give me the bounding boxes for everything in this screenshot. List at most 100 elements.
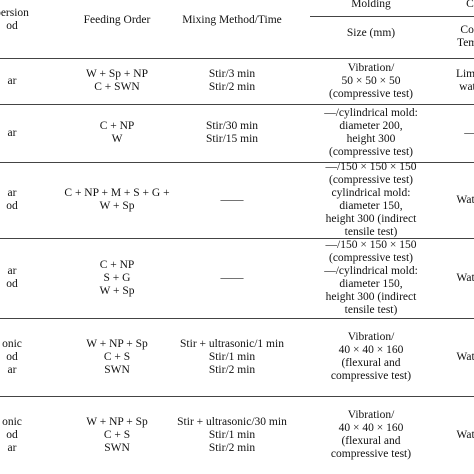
curing-cell: Water bbox=[360, 396, 474, 474]
cell-line: diameter 200, bbox=[339, 120, 403, 132]
cell-line: Vibration/ bbox=[347, 61, 395, 74]
rule bbox=[0, 162, 474, 163]
cell-line: Stir/2 min bbox=[208, 81, 256, 93]
header-cell: Feeding Order bbox=[7, 0, 227, 40]
cell-line: height 300 (indirect bbox=[325, 213, 417, 225]
cell-line: od bbox=[6, 20, 18, 32]
cell-line: Size (mm) bbox=[346, 26, 396, 39]
cell-line: od bbox=[6, 350, 18, 363]
mixing-cell: Stir + ultrasonic/1 min Stir/1 min Stir/2 … bbox=[122, 318, 342, 396]
cell-line: compressive test) bbox=[330, 370, 412, 382]
cell-line: ar bbox=[7, 187, 17, 199]
cell-line: W + Sp bbox=[99, 200, 135, 212]
rule bbox=[0, 238, 474, 239]
rule bbox=[0, 104, 474, 105]
cell-line: C bbox=[466, 0, 474, 10]
cell-line: tensile test) bbox=[344, 304, 398, 316]
cell-line: (compressive test) bbox=[329, 87, 413, 100]
cell-line: C + NP + M + S + G + bbox=[64, 187, 170, 199]
method-cell: ar od bbox=[0, 238, 122, 318]
cell-line: 40 × 40 × 160 bbox=[338, 344, 404, 356]
cell-line: Vibration/ bbox=[347, 409, 395, 421]
cell-line: C + SWN bbox=[94, 81, 140, 93]
cell-line: SWN bbox=[104, 363, 130, 376]
cell-line: Stir/2 min bbox=[208, 441, 256, 454]
cell-line: 50 × 50 × 50 bbox=[341, 74, 401, 87]
cell-line: 40 × 40 × 160 bbox=[338, 422, 404, 434]
cell-line: Lime- bbox=[455, 68, 474, 80]
cell-line: Water bbox=[456, 193, 474, 206]
curing-cell: Water bbox=[360, 162, 474, 238]
cell-line: diameter 150, bbox=[339, 200, 403, 212]
cell-line: tensile test) bbox=[344, 226, 398, 238]
cell-line: ar bbox=[7, 74, 17, 87]
cell-line: Water bbox=[456, 271, 474, 284]
cell-line: (flexural and bbox=[341, 357, 401, 369]
mixing-cell: —— bbox=[122, 238, 342, 318]
cell-line: C + NP bbox=[99, 258, 135, 271]
cell-line: C + S bbox=[103, 350, 131, 363]
mixing-cell: Stir/3 min Stir/2 min bbox=[122, 58, 342, 104]
cell-line: persion bbox=[0, 7, 29, 19]
cell-line: Con bbox=[460, 24, 474, 36]
size-cell: —/150 × 150 × 150 (compressive test) —/cyl… bbox=[261, 238, 474, 318]
feeding-cell: W + NP + Sp C + S SWN bbox=[7, 396, 227, 474]
cell-line: —/150 × 150 × 150 bbox=[325, 161, 417, 173]
cell-line: Stir/3 min bbox=[208, 68, 256, 80]
cell-line: Stir/15 min bbox=[205, 133, 259, 145]
cell-line: SWN bbox=[104, 441, 130, 454]
cell-line: Feeding Order bbox=[83, 13, 151, 26]
cell-line: Temp bbox=[456, 37, 474, 49]
header-cell: Mixing Method/Time bbox=[122, 0, 342, 40]
feeding-cell: W + Sp + NP C + SWN bbox=[7, 58, 227, 104]
cell-line: (compressive test) bbox=[329, 252, 413, 264]
rule bbox=[310, 16, 474, 17]
method-cell: onic od ar bbox=[0, 396, 122, 474]
cell-line: ar bbox=[7, 265, 17, 277]
cell-line: —/150 × 150 × 150 bbox=[325, 239, 417, 251]
cell-line: W + NP + Sp bbox=[86, 337, 148, 350]
cell-line: W + NP + Sp bbox=[86, 415, 148, 428]
size-cell: Vibration/40 × 40 × 160 (flexural and comp… bbox=[261, 396, 474, 474]
rule bbox=[0, 396, 474, 397]
cell-line: —/cylindrical mold: bbox=[324, 107, 418, 119]
cell-line: (compressive test) bbox=[329, 146, 413, 158]
cell-line: Water bbox=[456, 428, 474, 441]
feeding-cell: C + NP W bbox=[7, 104, 227, 162]
cell-line: ar bbox=[7, 441, 17, 454]
cell-line: Water bbox=[456, 350, 474, 363]
method-cell: onic od ar bbox=[0, 318, 122, 396]
cell-line: Stir/1 min bbox=[208, 350, 256, 363]
cell-line: Stir/2 min bbox=[208, 363, 256, 376]
cell-line: Stir + ultrasonic/30 min bbox=[177, 415, 287, 428]
cell-line: od bbox=[6, 278, 18, 290]
cell-line: compressive test) bbox=[330, 448, 412, 460]
cell-line: —/cylindrical mold: bbox=[324, 265, 418, 277]
cell-line: ar bbox=[7, 126, 17, 139]
mixing-cell: Stir + ultrasonic/30 min Stir/1 min Stir/2… bbox=[122, 396, 342, 474]
cell-line: onic bbox=[2, 337, 22, 350]
size-cell: Vibration/50 × 50 × 50 (compressive test) bbox=[261, 58, 474, 104]
cell-line: height 300 (indirect bbox=[325, 291, 417, 303]
cell-line: diameter 150, bbox=[339, 278, 403, 290]
cell-line: —— bbox=[220, 271, 244, 284]
cell-line: Stir + ultrasonic/1 min bbox=[180, 337, 284, 350]
size-cell: Vibration/40 × 40 × 160 (flexural and comp… bbox=[261, 318, 474, 396]
cell-line: ar bbox=[7, 363, 17, 376]
header-cell: ConTemp bbox=[360, 18, 474, 56]
cell-line: Molding bbox=[351, 0, 391, 10]
rule bbox=[0, 318, 474, 319]
curing-cell: — bbox=[360, 104, 474, 162]
cell-line: W + Sp + NP bbox=[86, 68, 148, 80]
rule bbox=[0, 58, 474, 59]
header-cell: Molding bbox=[261, 0, 474, 14]
cell-line: onic bbox=[2, 415, 22, 428]
cell-line: Stir/30 min bbox=[205, 120, 259, 132]
mixing-cell: —— bbox=[122, 162, 342, 238]
curing-cell: Water bbox=[360, 318, 474, 396]
cell-line: — bbox=[464, 127, 474, 140]
cell-line: C + S bbox=[103, 428, 131, 441]
cell-line: cylindrical mold: bbox=[331, 187, 411, 199]
size-cell: —/150 × 150 × 150 (compressive test) cylin… bbox=[261, 161, 474, 238]
